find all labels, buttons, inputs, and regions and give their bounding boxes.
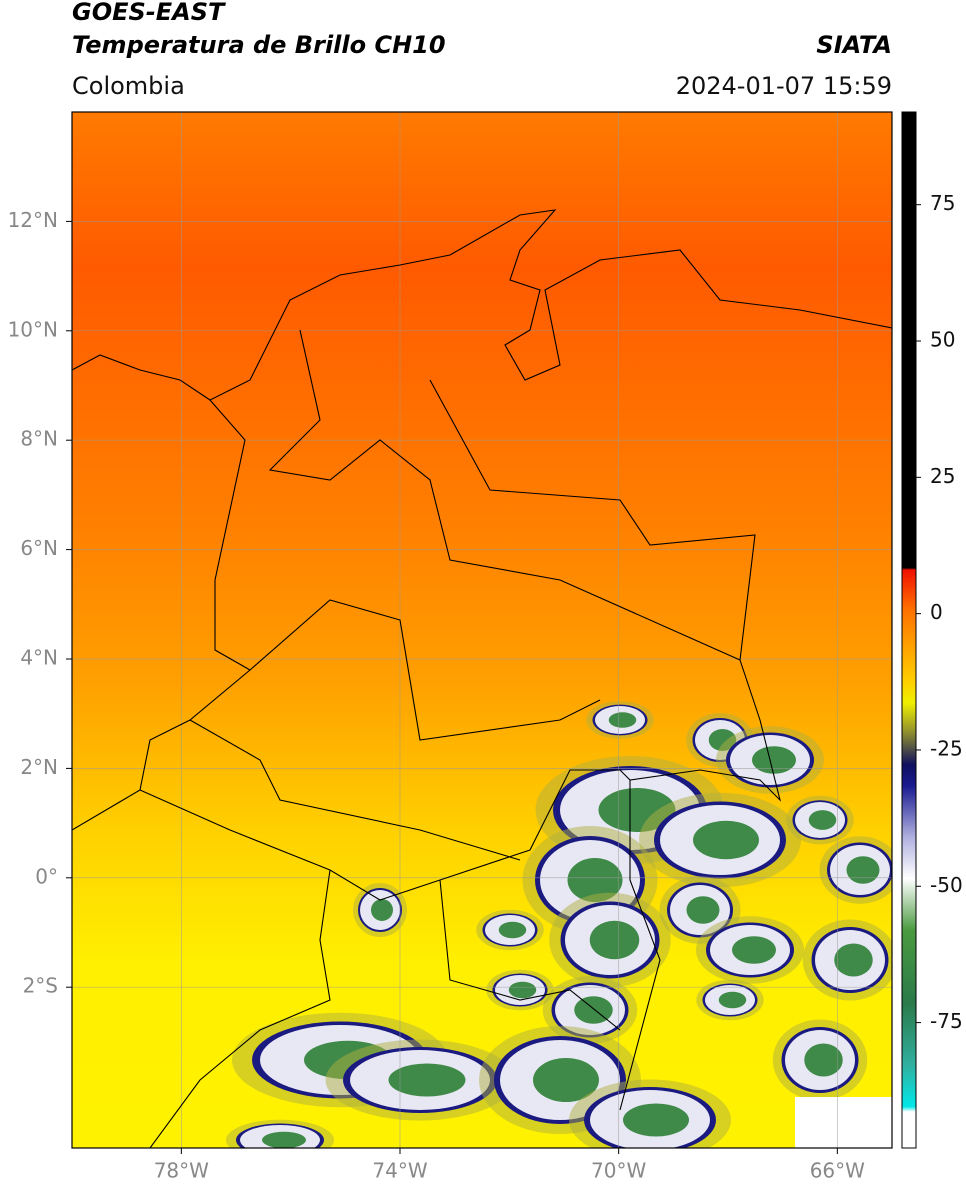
cloud-core [533, 1058, 599, 1102]
cloud-core [804, 1043, 843, 1077]
imagery [72, 112, 892, 1148]
subtitle: Colombia [72, 72, 185, 100]
lat-tick-label: 4°N [20, 645, 58, 669]
cloud-core [567, 858, 623, 902]
nodata [795, 1097, 892, 1148]
lon-tick-label: 78°W [154, 1159, 209, 1183]
cloud-core [623, 1103, 689, 1137]
peru-brazil [439, 879, 621, 1031]
graticule [72, 112, 892, 1148]
cloud-core [262, 1131, 306, 1148]
lon-tick-label: 66°W [810, 1159, 865, 1183]
lat-tick-label: 0° [35, 864, 58, 888]
colorbar-tick-label: 50 [930, 328, 955, 352]
lat-tick-label: 6°N [20, 536, 58, 560]
lat-ticks: 12°N 10°N 8°N 6°N 4°N 2°N 0° 2°S [8, 208, 72, 998]
colorbar-ticks: 75 50 25 0 -25 -50 -75 [916, 191, 963, 1033]
cloud-core [508, 981, 537, 999]
map-frame [71, 111, 893, 1149]
source: SIATA [816, 31, 892, 59]
colorbar-tick-label: -50 [930, 873, 963, 897]
ecuador-peru [149, 869, 331, 1148]
lon-ticks: 78°W 74°W 70°W 66°W [154, 1148, 865, 1183]
lat-tick-label: 12°N [8, 208, 58, 232]
lat-tick-label: 2°N [20, 755, 58, 779]
cloud-core [846, 856, 880, 884]
lat-tick-label: 2°S [23, 974, 58, 998]
colorbar-tick-label: -75 [930, 1009, 963, 1033]
lat-tick-label: 8°N [20, 427, 58, 451]
cloud-core [752, 746, 796, 774]
south-border [619, 780, 661, 1111]
cloud-core [498, 921, 527, 939]
map-area [72, 112, 892, 1148]
coast [72, 209, 892, 831]
cloud-core [388, 1063, 466, 1097]
colorbar [901, 111, 917, 1149]
cloud-core [718, 991, 747, 1009]
cloud-core [693, 820, 759, 860]
lat-tick-label: 10°N [8, 317, 58, 341]
colorbar-tick-label: 25 [930, 464, 955, 488]
colorbar-tick-label: 75 [930, 191, 955, 215]
cloud-core [808, 810, 837, 830]
borders [72, 209, 892, 1148]
lon-tick-label: 74°W [372, 1159, 427, 1183]
cloud-core [732, 936, 776, 964]
cloud-core [686, 896, 720, 924]
dept-3 [189, 719, 521, 861]
colorbar-tick-label: 0 [930, 600, 943, 624]
cloud-core [608, 712, 637, 728]
datetime: 2024-01-07 15:59 [676, 72, 892, 100]
pacific-coast [72, 354, 211, 401]
lon-tick-label: 70°W [591, 1159, 646, 1183]
title-line2: Temperatura de Brillo CH10 [72, 31, 446, 59]
title-line1: GOES-EAST [72, 0, 226, 26]
cloud-core [589, 920, 640, 960]
clouds [226, 701, 892, 1148]
cloud-core [371, 899, 393, 921]
colorbar-tick-label: -25 [930, 736, 963, 760]
dept-2 [249, 599, 601, 741]
east-border [139, 379, 782, 901]
cloud-core [834, 943, 873, 977]
dept-1 [268, 329, 741, 661]
